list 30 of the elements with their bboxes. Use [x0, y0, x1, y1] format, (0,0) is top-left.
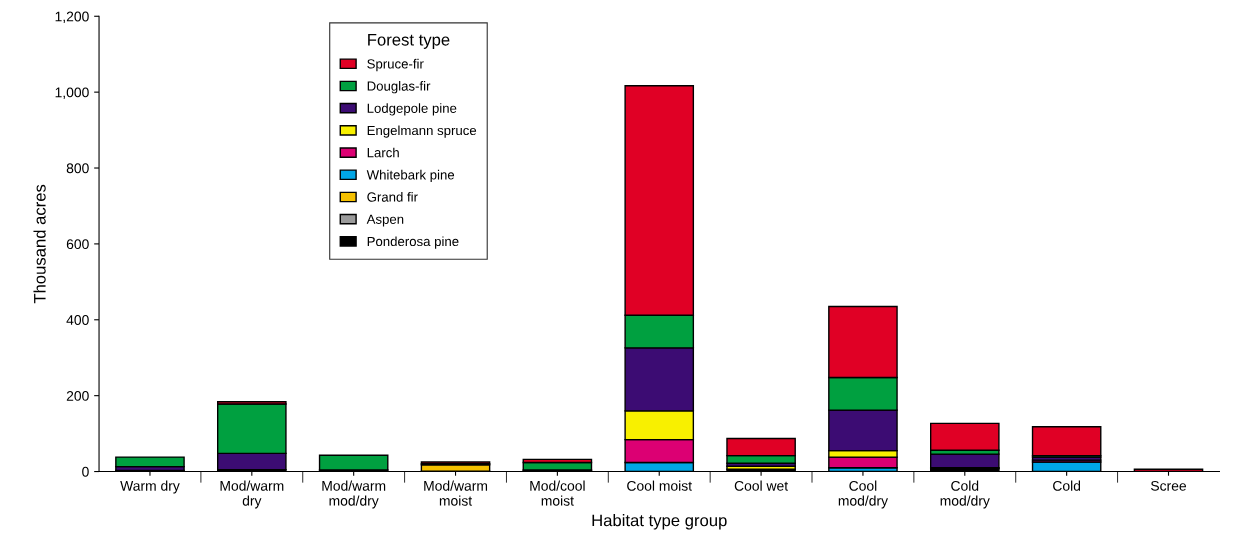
x-tick-label: Warm dry [120, 480, 180, 494]
x-tick-label: Mod/warm mod/dry [322, 480, 386, 509]
y-tick-label: 200 [66, 390, 89, 401]
x-tick-label: Mod/warm moist [424, 480, 488, 506]
legend-label: Larch [367, 147, 399, 158]
y-tick-label: 1,000 [55, 87, 89, 99]
y-tick-label: 1,200 [55, 11, 89, 24]
x-tick-label: Mod/cool moist [530, 480, 585, 506]
legend-label: Ponderosa pine [367, 236, 459, 249]
y-tick-label: 0 [82, 466, 89, 477]
legend-label: Douglas-fir [367, 81, 431, 94]
legend-label: Lodgepole pine [367, 103, 457, 116]
x-tick-label: Cold [1053, 480, 1081, 491]
legend-label: Whitebark pine [366, 169, 455, 183]
legend-label: Engelmann spruce [367, 125, 477, 138]
legend-label: Aspen [366, 214, 404, 227]
y-tick-label: 800 [66, 163, 89, 174]
x-tick-label: Mod/warm dry [220, 480, 284, 509]
y-tick-label: 600 [66, 239, 89, 250]
legend-label: Grand fir [367, 192, 418, 202]
legend-label: Spruce-fir [367, 58, 424, 72]
y-axis-title: Thousand acres [33, 184, 46, 304]
x-tick-label: Cool mod/dry [838, 480, 888, 509]
x-axis-title: Habitat type group [592, 514, 727, 530]
x-tick-label: Cold mod/dry [940, 480, 990, 509]
x-tick-label: Cool moist [627, 480, 692, 491]
x-tick-label: Cool wet [734, 480, 789, 491]
x-tick-label: Scree [1150, 480, 1187, 491]
legend-title: Forest type [368, 34, 450, 49]
y-tick-label: 400 [66, 315, 89, 325]
